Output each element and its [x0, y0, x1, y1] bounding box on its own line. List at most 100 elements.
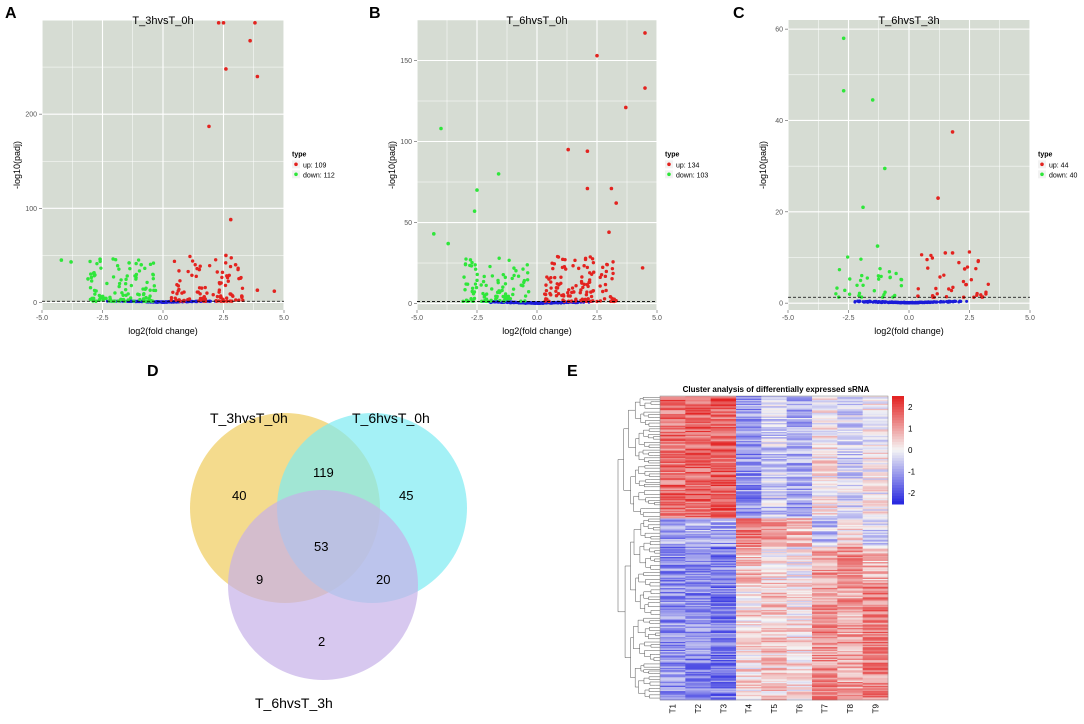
heatmap-cell [710, 501, 737, 504]
point-up [582, 282, 586, 287]
colorbar-segment [892, 471, 904, 475]
point-not-significant [868, 300, 872, 304]
point-up [935, 292, 939, 296]
point-not-significant [189, 299, 193, 303]
heatmap-cell [761, 690, 787, 693]
heatmap-cell [786, 557, 813, 559]
heatmap-cell [786, 448, 813, 451]
heatmap-cell [837, 667, 863, 670]
heatmap-cell [710, 557, 737, 559]
heatmap-cell [660, 442, 686, 444]
point-down [848, 277, 852, 281]
heatmap-cell [660, 680, 686, 683]
heatmap-cell [710, 651, 737, 653]
heatmap-cell [837, 642, 863, 644]
heatmap-cell [660, 572, 686, 575]
point-up [578, 291, 582, 295]
heatmap-cell [837, 639, 863, 642]
point-down [516, 274, 521, 278]
heatmap-cell [660, 518, 686, 520]
point-up [585, 186, 590, 191]
heatmap-cell [685, 602, 711, 604]
point-up [604, 269, 609, 274]
heatmap-cell [761, 591, 787, 594]
heatmap-cell [761, 611, 787, 613]
heatmap-cell [660, 587, 686, 590]
heatmap-cell [685, 558, 711, 560]
heatmap-cell [685, 611, 711, 613]
heatmap-cell [812, 500, 838, 502]
heatmap-cell [660, 533, 686, 536]
heatmap-cell [736, 527, 762, 529]
point-up [598, 275, 602, 280]
heatmap-cell [660, 653, 686, 656]
point-down [841, 36, 846, 41]
heatmap-cell [685, 408, 711, 411]
heatmap-cell [660, 564, 686, 567]
heatmap-cell [812, 474, 838, 477]
heatmap-cell [736, 491, 762, 493]
heatmap-cell [710, 630, 737, 633]
heatmap-cell [710, 633, 737, 635]
point-up [547, 277, 551, 281]
heatmap-cell [837, 689, 863, 692]
heatmap-cell [710, 599, 737, 602]
heatmap-cell [837, 455, 863, 457]
heatmap-cell [812, 648, 838, 651]
heatmap-cell [862, 538, 889, 541]
heatmap-cell [837, 651, 863, 653]
heatmap-cell [710, 674, 737, 676]
heatmap-cell [862, 658, 889, 661]
heatmap-cell [862, 624, 889, 626]
heatmap-cell [761, 502, 787, 505]
heatmap-cell [710, 435, 737, 438]
heatmap-cell [710, 665, 737, 667]
heatmap-cell [862, 599, 889, 602]
heatmap-cell [660, 505, 686, 508]
heatmap-cell [660, 504, 686, 506]
heatmap-cell [710, 617, 737, 620]
point-up [207, 263, 212, 268]
heatmap-cell [736, 586, 762, 589]
heatmap-cell [786, 441, 813, 443]
heatmap-cell [685, 538, 711, 541]
heatmap-cell [736, 473, 762, 475]
heatmap-cell [862, 681, 889, 684]
heatmap-cell [660, 591, 686, 594]
point-up [228, 292, 232, 296]
heatmap-cell [786, 452, 813, 455]
heatmap-cell [736, 460, 762, 462]
heatmap-cell [837, 578, 863, 581]
heatmap-cell [660, 555, 686, 558]
heatmap-cell [660, 425, 686, 428]
point-down [108, 297, 112, 301]
heatmap-cell [736, 432, 762, 434]
point-down [117, 267, 121, 271]
heatmap-cell [862, 562, 889, 564]
heatmap-cell [786, 399, 813, 402]
heatmap-cell [786, 540, 813, 542]
heatmap-cell [837, 446, 863, 448]
heatmap-cell [837, 468, 863, 470]
point-up [599, 273, 604, 277]
heatmap-cell [786, 455, 813, 457]
heatmap-cell [786, 662, 813, 665]
point-up [221, 21, 226, 25]
point-up [590, 257, 595, 261]
heatmap-cell [736, 564, 762, 567]
heatmap-cell [761, 455, 787, 457]
heatmap-cell [685, 548, 711, 550]
heatmap-cell [761, 694, 787, 697]
heatmap-cell [710, 518, 737, 520]
x-tick-label: -2.5 [96, 315, 108, 322]
heatmap-cell [660, 528, 686, 531]
heatmap-cell [786, 451, 813, 453]
heatmap-cell [710, 563, 737, 566]
heatmap-cell [812, 562, 838, 564]
heatmap-cell [862, 651, 889, 653]
heatmap-cell [862, 429, 889, 432]
heatmap-cell [837, 678, 863, 680]
heatmap-cell [862, 566, 889, 568]
heatmap-cell [837, 643, 863, 645]
heatmap-cell [862, 459, 889, 461]
